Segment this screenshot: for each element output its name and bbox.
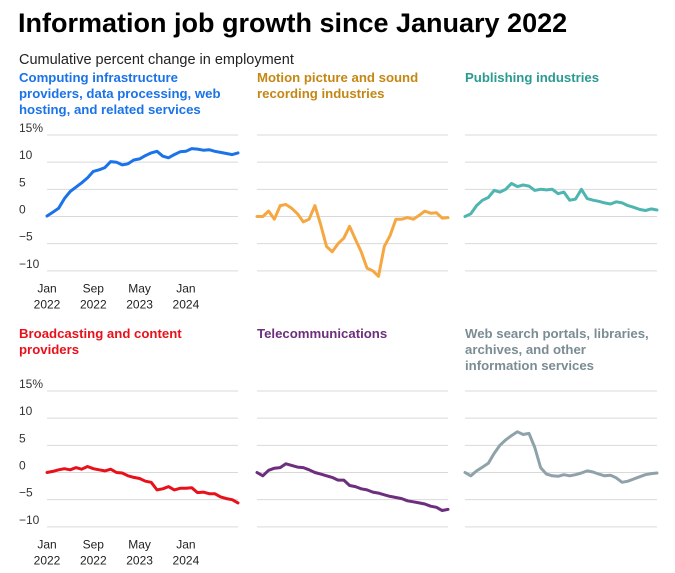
broadcasting-ytick-label: 0 [19, 459, 26, 473]
publishing-series-line [463, 181, 659, 218]
broadcasting-xtick-label: 2022 [34, 554, 61, 568]
panel-title-publishing: Publishing industries [465, 70, 600, 85]
broadcasting-xtick-label: Jan [176, 538, 195, 552]
panel-title-computing: Computing infrastructure providers, data… [19, 70, 221, 117]
computing-ytick-label: 5 [19, 175, 26, 189]
computing-ytick-label: 0 [19, 203, 26, 217]
computing-series-line [45, 147, 240, 218]
computing-ytick-label: 15% [19, 121, 43, 135]
broadcasting-xtick-label: Sep [83, 538, 105, 552]
computing-xtick-label: Jan [37, 282, 56, 296]
broadcasting-ytick-label: −5 [19, 486, 33, 500]
broadcasting-xtick-label: 2024 [173, 554, 200, 568]
broadcasting-xtick-label: 2022 [80, 554, 107, 568]
websearch-series-line [463, 430, 659, 484]
computing-ytick-label: −10 [19, 257, 40, 271]
computing-xtick-label: Jan [176, 282, 195, 296]
panel-title-telecom: Telecommunications [257, 326, 388, 341]
motion-series-line [255, 203, 450, 278]
telecom-series-line [255, 462, 450, 512]
broadcasting-xtick-label: Jan [37, 538, 56, 552]
broadcasting-series-line [45, 465, 240, 505]
broadcasting-ytick-label: 5 [19, 431, 26, 445]
broadcasting-xtick-label: 2023 [126, 554, 153, 568]
panel-title-broadcasting: Broadcasting and content providers [19, 326, 182, 357]
panel-title-motion: Motion picture and sound recording indus… [257, 70, 419, 101]
broadcasting-xtick-label: May [128, 538, 151, 552]
broadcasting-ytick-label: 15% [19, 377, 43, 391]
page-subtitle: Cumulative percent change in employment [19, 52, 294, 68]
computing-xtick-label: May [128, 282, 151, 296]
computing-ytick-label: 10 [19, 148, 33, 162]
panel-title-websearch: Web search portals, libraries, archives,… [465, 326, 649, 373]
computing-xtick-label: 2022 [80, 298, 107, 312]
computing-ytick-label: −5 [19, 230, 33, 244]
computing-xtick-label: 2022 [34, 298, 61, 312]
broadcasting-ytick-label: 10 [19, 404, 33, 418]
computing-xtick-label: Sep [83, 282, 105, 296]
page-title: Information job growth since January 202… [18, 8, 568, 38]
computing-xtick-label: 2024 [173, 298, 200, 312]
broadcasting-ytick-label: −10 [19, 513, 40, 527]
computing-xtick-label: 2023 [126, 298, 153, 312]
